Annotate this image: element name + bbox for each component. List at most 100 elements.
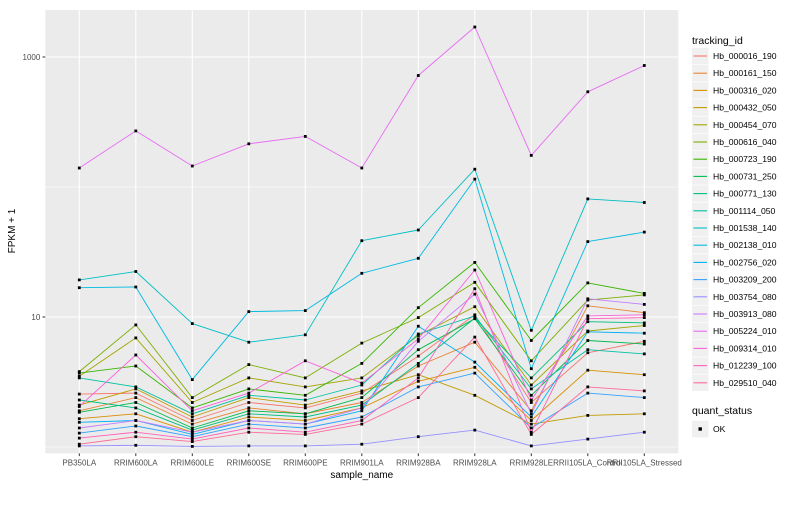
data-point [473,292,477,296]
legend-label: Hb_009314_010 [713,343,777,353]
legend-label: Hb_002138_010 [713,240,777,250]
legend-label: Hb_000454_070 [713,120,777,130]
data-point [247,393,251,397]
legend-label: Hb_029510_040 [713,378,777,388]
data-point [134,406,138,410]
data-point [303,422,307,426]
legend-entry: Hb_005224_010 [692,323,777,340]
legend-label: Hb_003754_080 [713,292,777,302]
data-point [190,419,194,422]
data-point [416,316,420,319]
legend-entry: Hb_003209_200 [692,271,777,288]
data-point [77,410,81,414]
data-point [360,419,364,422]
data-point [586,240,590,243]
data-point [416,339,420,343]
data-point [247,142,251,146]
data-point [303,309,307,312]
data-point [586,304,590,308]
data-point [134,353,138,357]
data-point [247,376,251,380]
data-point [190,409,194,413]
legend-entry: Hb_012239_100 [692,357,777,374]
data-point [586,339,590,342]
x-tick-label: RRII105LA_Control [553,458,623,467]
data-point [360,166,364,170]
data-point [529,422,533,426]
data-point [416,324,420,328]
data-point [134,419,138,422]
x-tick-label: RRIM901LA [340,458,384,467]
data-point [247,310,251,313]
data-point [360,406,364,410]
legend-label: Hb_000731_250 [713,171,777,181]
data-point [190,430,194,434]
data-point [303,398,307,402]
data-point [642,389,646,393]
legend-title-tracking-id: tracking_id [692,35,743,47]
data-point [529,444,533,448]
data-point [473,393,477,397]
data-point [190,440,194,443]
data-point [586,368,590,372]
data-point [416,396,420,399]
data-point [303,412,307,416]
legend-entry: Hb_000723_190 [692,151,777,168]
data-point [642,311,646,315]
data-point [586,351,590,355]
data-point [77,278,81,282]
data-point [642,331,646,335]
legend-entry: Hb_001114_050 [692,202,776,220]
data-point [529,419,533,422]
data-point [642,373,646,377]
data-point [190,445,194,448]
data-point [529,412,533,416]
data-point [416,435,420,439]
data-point [416,354,420,358]
data-point [529,409,533,413]
data-point [247,396,251,399]
y-tick-label: 1000 [23,53,41,62]
data-point [642,352,646,356]
legend-label: Hb_000616_040 [713,137,777,147]
data-point [360,239,364,243]
data-point [134,336,138,340]
data-point [303,419,307,422]
data-point [642,430,646,434]
legend-label: Hb_000316_020 [713,85,777,95]
data-point [247,412,251,416]
data-point [642,201,646,204]
legend-entry: Hb_029510_040 [692,374,777,392]
data-point [247,444,251,448]
data-point [360,442,364,446]
data-point [473,167,477,171]
data-point [473,261,477,264]
data-point [77,374,81,378]
legend-label: Hb_000771_130 [713,189,777,199]
data-point [586,297,590,301]
data-point [134,435,138,439]
data-point [303,403,307,407]
data-point [416,332,420,336]
data-point [134,387,138,391]
data-point [190,428,194,432]
data-point [529,415,533,419]
data-point [529,328,533,332]
data-point [190,422,194,426]
data-point [473,371,477,375]
x-tick-label: RRIM928BA [396,458,441,467]
data-point [303,135,307,138]
data-point [642,293,646,297]
data-point [303,385,307,389]
data-point [360,362,364,365]
data-point [642,292,646,295]
data-point [77,166,81,170]
data-point [303,430,307,434]
data-point [416,228,420,232]
data-point [77,442,81,446]
data-point [529,376,533,380]
data-point [642,313,646,317]
data-point [303,376,307,380]
data-point [190,406,194,410]
